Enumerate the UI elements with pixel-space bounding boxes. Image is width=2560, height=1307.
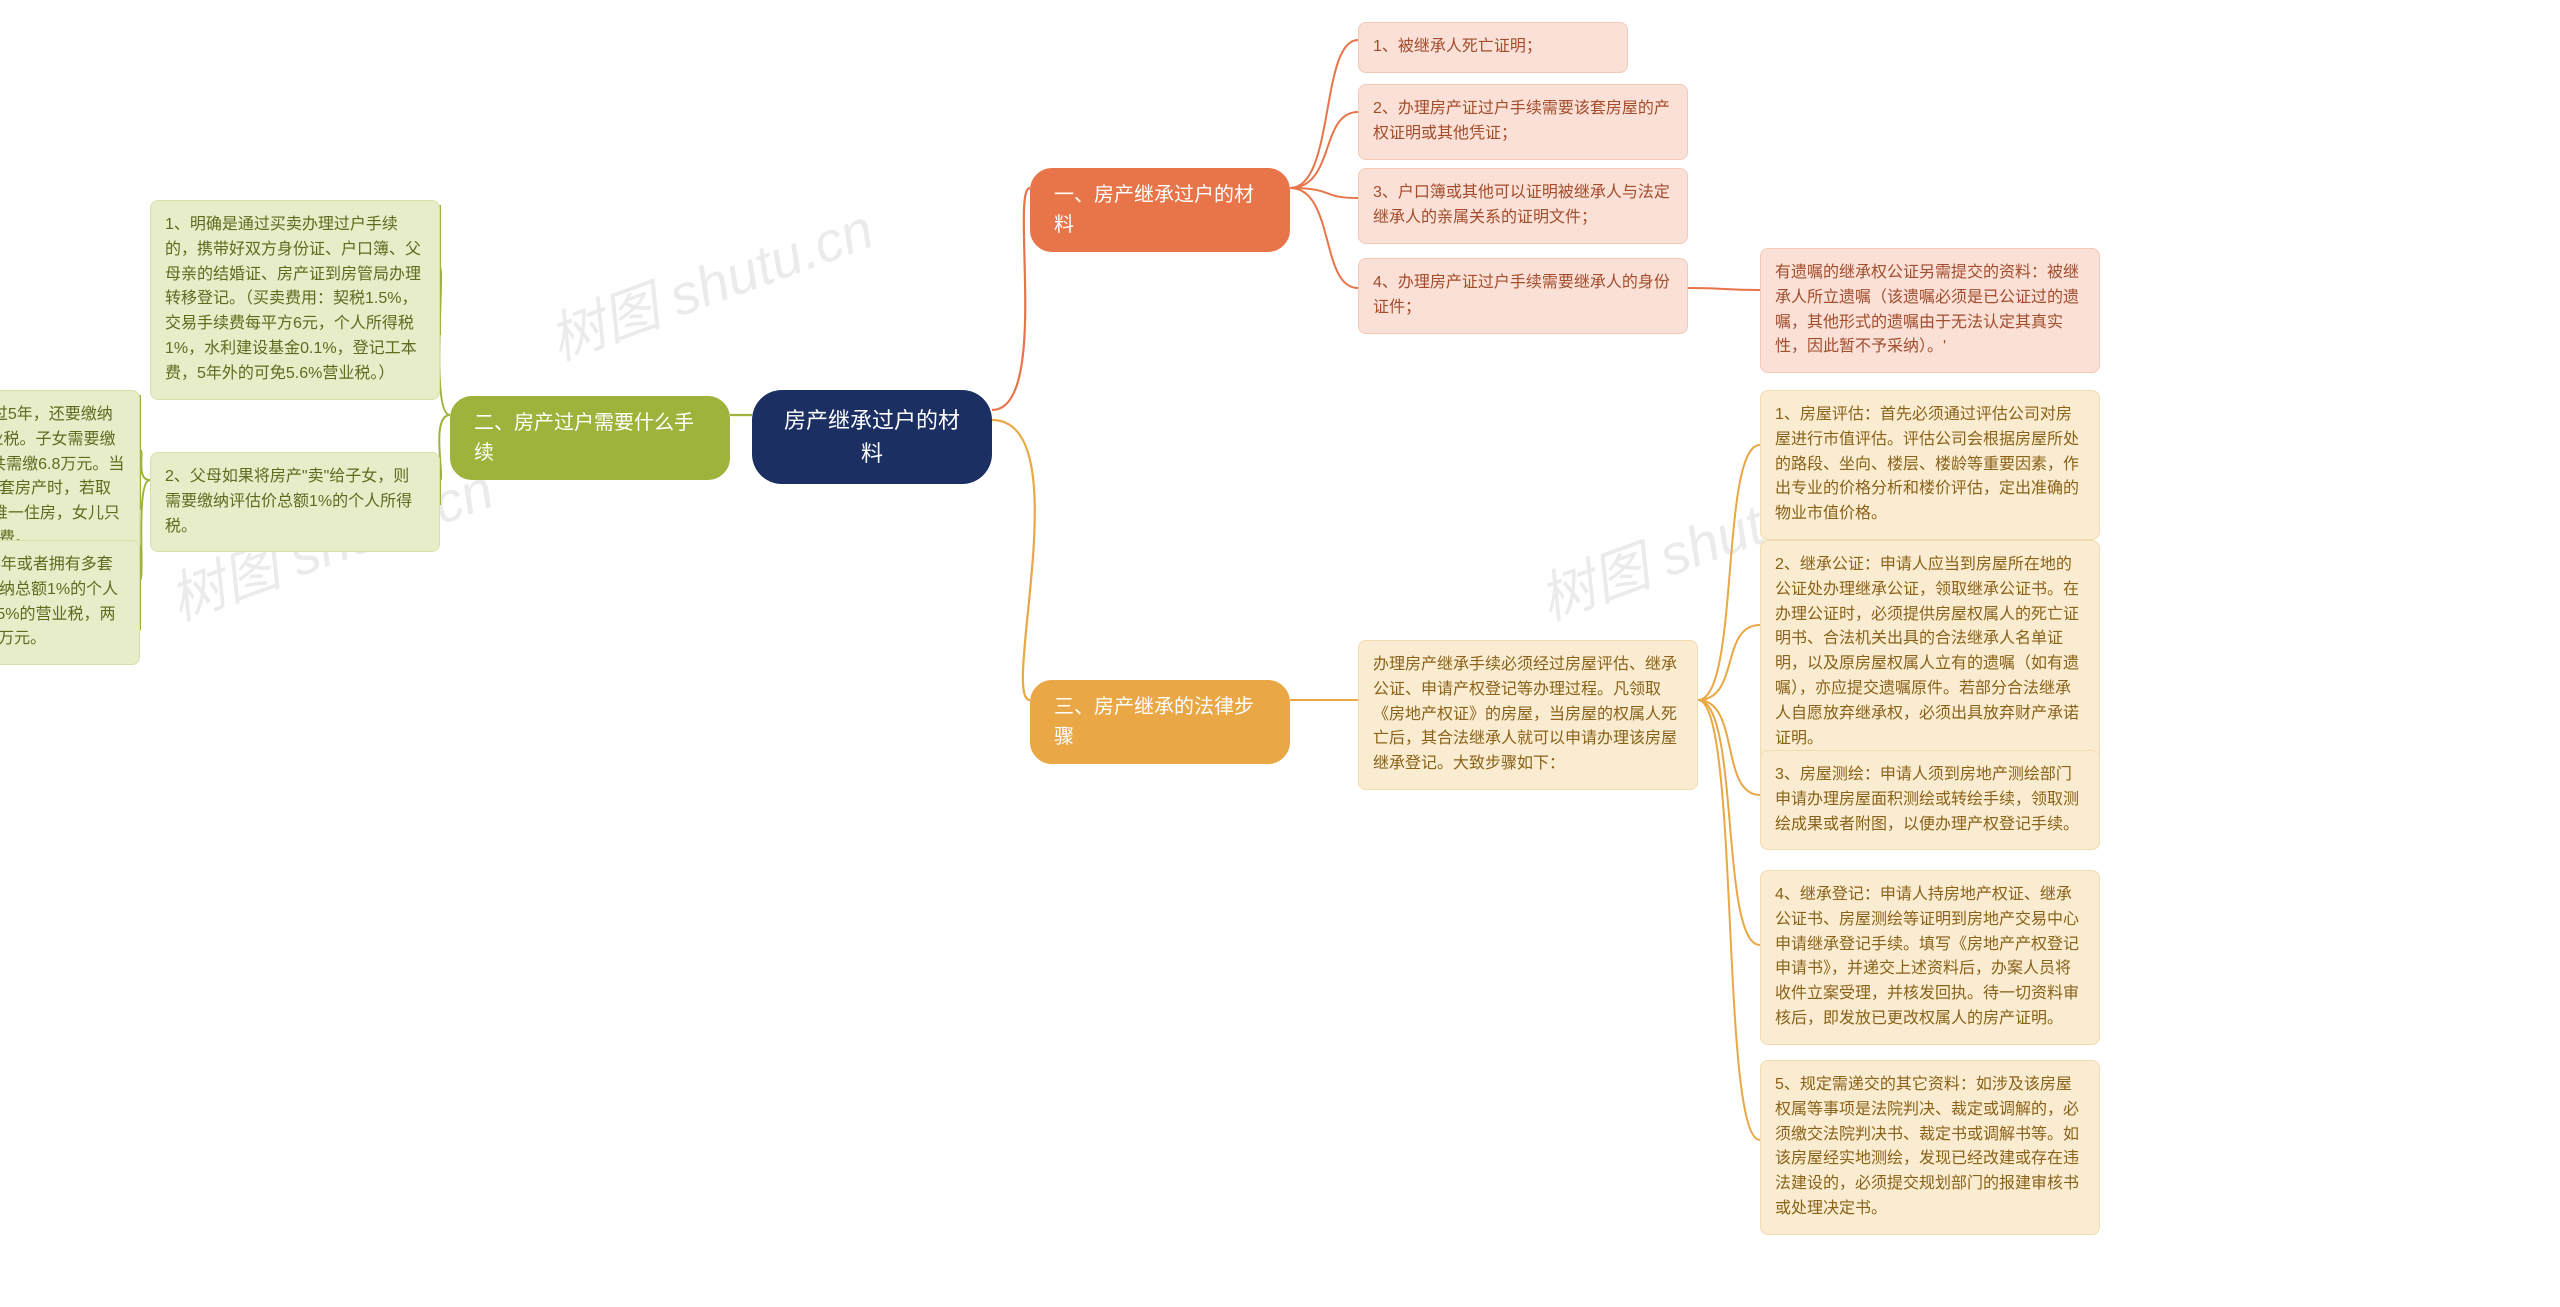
root-node[interactable]: 房产继承过户的材料 <box>752 390 992 484</box>
leaf-three-1-child-2[interactable]: 2、继承公证：申请人应当到房屋所在地的公证处办理继承公证，领取继承公证书。在办理… <box>1760 540 2100 764</box>
leaf-two-2-child-2[interactable]: （2）若房产证未满5年或者拥有多套房屋的话，则需要缴纳总额1%的个人所得税及增值… <box>0 540 140 665</box>
branch-three[interactable]: 三、房产继承的法律步骤 <box>1030 680 1290 764</box>
leaf-one-3[interactable]: 3、户口簿或其他可以证明被继承人与法定继承人的亲属关系的证明文件； <box>1358 168 1688 244</box>
leaf-three-1[interactable]: 办理房产继承手续必须经过房屋评估、继承公证、申请产权登记等办理过程。凡领取《房地… <box>1358 640 1698 790</box>
leaf-three-1-child-4[interactable]: 4、继承登记：申请人持房地产权证、继承公证书、房屋测绘等证明到房地产交易中心申请… <box>1760 870 2100 1045</box>
leaf-one-2[interactable]: 2、办理房产证过户手续需要该套房屋的产权证明或其他凭证； <box>1358 84 1688 160</box>
branch-two[interactable]: 二、房产过户需要什么手续 <box>450 396 730 480</box>
leaf-three-1-child-3[interactable]: 3、房屋测绘：申请人须到房地产测绘部门申请办理房屋面积测绘或转绘手续，领取测绘成… <box>1760 750 2100 850</box>
watermark: 树图 shutu.cn <box>536 184 883 376</box>
branch-one[interactable]: 一、房产继承过户的材料 <box>1030 168 1290 252</box>
leaf-two-2[interactable]: 2、父母如果将房产"卖"给子女，则需要缴纳评估价总额1%的个人所得税。 <box>150 452 440 552</box>
leaf-one-4-child[interactable]: 有遗嘱的继承权公证另需提交的资料：被继承人所立遗嘱（该遗嘱必须是已公证过的遗嘱，… <box>1760 248 2100 373</box>
leaf-three-1-child-5[interactable]: 5、规定需递交的其它资料：如涉及该房屋权属等事项是法院判决、裁定或调解的，必须缴… <box>1760 1060 2100 1235</box>
leaf-three-1-child-1[interactable]: 1、房屋评估：首先必须通过评估公司对房屋进行市值评估。评估公司会根据房屋所处的路… <box>1760 390 2100 540</box>
leaf-two-1[interactable]: 1、明确是通过买卖办理过户手续的，携带好双方身份证、户口簿、父母亲的结婚证、房产… <box>150 200 440 400</box>
leaf-one-4[interactable]: 4、办理房产证过户手续需要继承人的身份证件； <box>1358 258 1688 334</box>
leaf-two-2-child-1[interactable]: （1）由于房产证未过5年，还要缴纳增值部分5.5%的营业税。子女需要缴纳1%的契… <box>0 390 140 565</box>
leaf-one-1[interactable]: 1、被继承人死亡证明； <box>1358 22 1628 73</box>
